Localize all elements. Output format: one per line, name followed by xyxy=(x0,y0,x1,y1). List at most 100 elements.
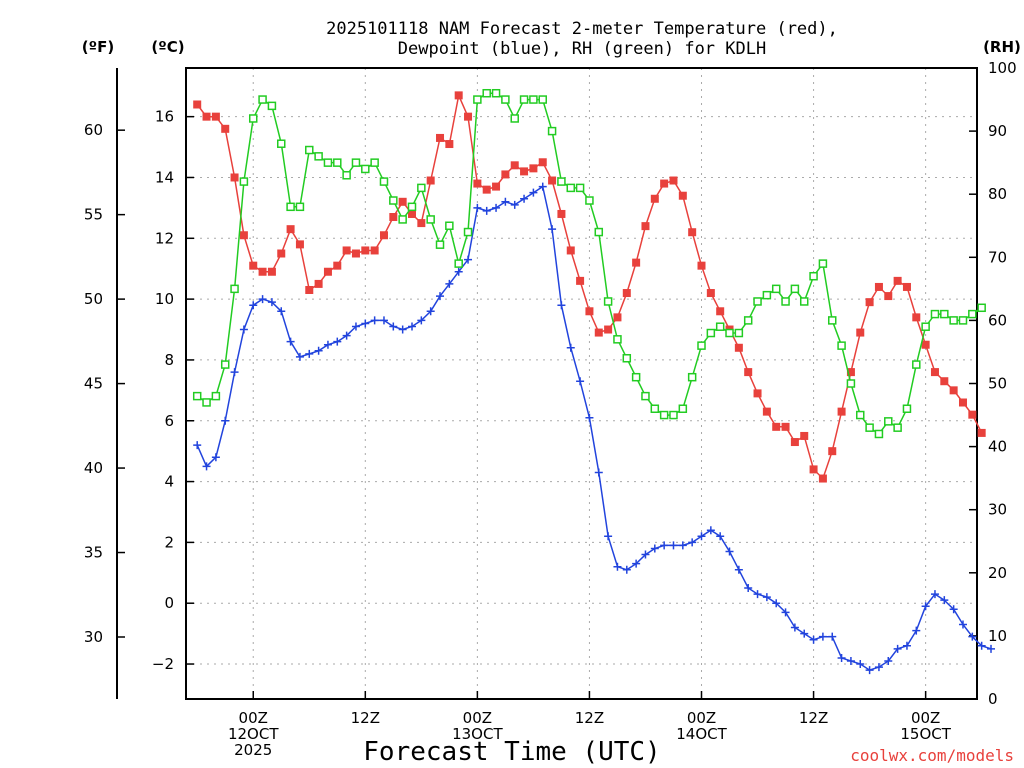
data-point xyxy=(408,209,416,218)
data-point xyxy=(510,161,519,170)
data-point xyxy=(846,656,855,665)
data-point xyxy=(538,95,547,104)
data-point xyxy=(576,276,585,285)
chart-title-line2: Dewpoint (blue), RH (green) for KDLH xyxy=(398,39,766,59)
data-point xyxy=(370,316,379,325)
data-point xyxy=(408,322,416,331)
data-point xyxy=(818,259,828,268)
data-point xyxy=(193,441,202,450)
data-point xyxy=(202,112,211,121)
data-point xyxy=(398,215,407,224)
data-point xyxy=(837,341,846,350)
data-point xyxy=(865,666,874,675)
data-point xyxy=(286,225,295,234)
data-point xyxy=(361,319,370,328)
data-point xyxy=(464,112,473,121)
data-point xyxy=(753,297,762,306)
data-point xyxy=(641,391,650,401)
celsius-tick-label: 2 xyxy=(164,533,174,551)
data-point xyxy=(856,660,865,669)
data-point xyxy=(678,404,688,413)
data-point xyxy=(398,325,407,334)
data-point xyxy=(631,372,641,382)
data-point xyxy=(613,335,622,344)
data-point xyxy=(744,584,753,593)
data-point xyxy=(520,194,529,203)
time-tick-label: 00Z xyxy=(239,709,268,727)
data-point xyxy=(902,282,911,291)
data-point xyxy=(557,301,566,310)
data-point xyxy=(267,101,277,111)
data-point xyxy=(211,112,220,121)
data-point xyxy=(874,429,884,439)
data-point xyxy=(594,227,604,237)
data-point xyxy=(622,565,631,574)
data-point xyxy=(734,328,744,338)
data-point xyxy=(734,565,743,574)
data-point xyxy=(678,191,687,200)
data-point xyxy=(566,183,576,193)
data-point xyxy=(426,307,435,316)
time-tick-label: 2025 xyxy=(234,741,272,759)
data-point xyxy=(753,389,762,398)
data-point xyxy=(697,261,706,270)
data-point xyxy=(856,328,865,337)
data-point xyxy=(603,297,613,306)
data-point xyxy=(351,322,360,331)
celsius-tick-label: −2 xyxy=(152,655,174,673)
data-point xyxy=(921,602,930,611)
credit-text[interactable]: coolwx.com/models xyxy=(850,746,1014,765)
data-point xyxy=(258,295,267,304)
data-point xyxy=(520,167,529,176)
data-point xyxy=(604,325,613,334)
data-point xyxy=(940,377,949,386)
data-point xyxy=(893,423,902,432)
data-point xyxy=(417,183,426,193)
data-point xyxy=(968,309,977,319)
data-point xyxy=(921,322,930,331)
data-point xyxy=(949,386,958,395)
data-point xyxy=(585,196,594,205)
data-point xyxy=(940,309,949,319)
data-point xyxy=(837,407,846,416)
data-point xyxy=(249,261,258,270)
series-2-meter-temperature xyxy=(193,91,986,483)
data-point xyxy=(239,177,249,186)
data-point xyxy=(454,267,463,276)
data-point xyxy=(277,139,286,148)
data-point xyxy=(865,298,874,307)
data-point xyxy=(846,379,856,388)
data-point xyxy=(389,322,398,331)
series-layer xyxy=(192,88,996,675)
data-point xyxy=(389,196,398,205)
data-point xyxy=(342,171,351,180)
data-point xyxy=(790,284,800,294)
data-point xyxy=(305,349,314,358)
data-point xyxy=(510,200,519,209)
data-point xyxy=(688,538,697,547)
data-point xyxy=(333,337,342,346)
data-point xyxy=(575,183,585,193)
data-point xyxy=(632,258,641,267)
data-point xyxy=(716,307,725,316)
plot-frame xyxy=(185,67,978,700)
data-point xyxy=(538,158,547,167)
data-point xyxy=(323,340,332,349)
data-point xyxy=(548,225,557,234)
data-point xyxy=(342,246,351,255)
rh-tick-label: 0 xyxy=(988,690,998,708)
data-point xyxy=(501,95,510,104)
data-point xyxy=(846,368,855,377)
data-point xyxy=(781,297,790,306)
data-point xyxy=(884,292,893,301)
data-point xyxy=(968,632,977,641)
data-point xyxy=(529,188,538,197)
axes: −2 0 2 4 6 8 10 12 14 16 30 35 40 45 50 55 60 0 10 20 30 40 50… xyxy=(84,59,1017,759)
data-point xyxy=(323,158,333,167)
time-tick-label: 14OCT xyxy=(676,725,727,743)
data-point xyxy=(800,629,809,638)
data-point xyxy=(650,194,659,203)
data-point xyxy=(239,231,248,240)
data-point xyxy=(239,325,248,334)
data-point xyxy=(762,407,771,416)
